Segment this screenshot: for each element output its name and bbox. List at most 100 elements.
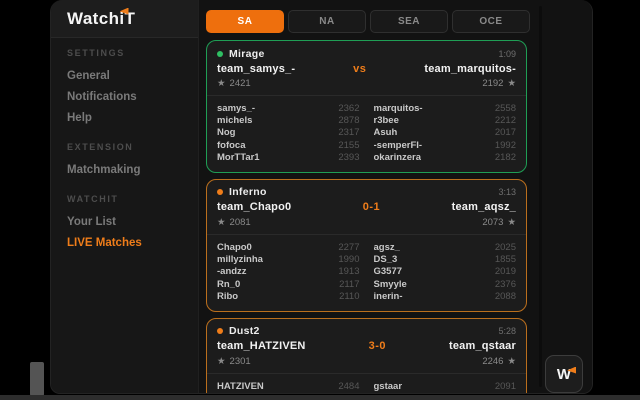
sidebar-item-notifications[interactable]: Notifications	[67, 91, 137, 103]
teams-row: team_HATZIVEN 3-0 team_qstaar	[217, 338, 516, 355]
map-name: Inferno	[229, 186, 267, 199]
map-label: Mirage	[217, 48, 265, 60]
player-elo: 2024	[338, 393, 359, 394]
player-name: Nog	[217, 127, 236, 139]
map-name: Mirage	[229, 47, 265, 60]
match-card-mirage[interactable]: Mirage 1:09 team_samys_- vs team_marquitos- ★…	[206, 40, 527, 173]
player-name: Gabotom	[374, 393, 416, 394]
player-row: G3577 2019	[374, 266, 517, 278]
bottom-edge-bar	[0, 395, 640, 400]
player-name: MorTTar1	[217, 152, 260, 164]
player-row: michels 2878	[217, 114, 360, 126]
logo-text-i: i	[119, 7, 129, 29]
players-grid: samys_- 2362 michels 2878 Nog 2317 fofoca 2155 M…	[217, 102, 516, 164]
player-row: gstaar 2091	[374, 380, 517, 392]
player-row: Smyyle 2376	[374, 278, 517, 290]
player-row: DS_3 1855	[374, 253, 517, 265]
tab-sea[interactable]: SEA	[370, 10, 448, 33]
star-icon: ★	[217, 78, 226, 89]
player-row: Ribo 2110	[217, 291, 360, 303]
match-timer: 5:28	[498, 326, 516, 337]
player-row: fofoca 2155	[217, 139, 360, 151]
widget-flag-icon	[567, 366, 577, 374]
live-status-dot-icon	[217, 189, 223, 196]
player-elo: 2628	[495, 393, 516, 394]
player-name: millyzinha	[217, 254, 263, 266]
match-card-dust2[interactable]: Dust2 5:28 team_HATZIVEN 3-0 team_qstaar ★ 230…	[206, 317, 527, 394]
map-label: Dust2	[217, 325, 260, 337]
player-elo: 2110	[339, 291, 360, 303]
rating-value: 2301	[229, 355, 251, 367]
match-header: Dust2 5:28	[217, 325, 516, 338]
player-elo: 1992	[494, 139, 516, 151]
player-elo: 2878	[338, 115, 360, 127]
logo-block: Watchi T	[51, 0, 198, 38]
sidebar-item-matchmaking[interactable]: Matchmaking	[67, 164, 141, 176]
star-icon: ★	[507, 216, 516, 228]
player-row: MorTTar1 2393	[217, 152, 360, 164]
tab-oce[interactable]: OCE	[452, 10, 530, 33]
sidebar-item-live-matches[interactable]: LIVE Matches	[67, 237, 142, 249]
sidebar-item-your-list[interactable]: Your List	[67, 216, 116, 228]
rating-value: 2192	[482, 78, 504, 89]
player-column: HATZIVEN2484mathit2024WarletaYTF2132	[217, 380, 360, 394]
player-elo: 2182	[494, 152, 516, 164]
rating-value: 2081	[229, 216, 251, 228]
player-name: Smyyle	[373, 278, 407, 290]
star-icon: ★	[217, 355, 226, 367]
player-elo: 2317	[338, 127, 360, 139]
logo-text-watch: Watch	[67, 8, 120, 28]
card-divider	[207, 372, 526, 374]
player-name: mathit	[217, 393, 246, 394]
team-rating-left: ★ 2421	[217, 78, 251, 89]
ratings-row: ★ 2421 2192 ★	[217, 77, 516, 90]
sidebar-item-general[interactable]: General	[67, 70, 110, 82]
player-elo: 2017	[494, 127, 516, 139]
player-row: agsz_ 2025	[374, 241, 517, 253]
player-name: -andzz	[217, 266, 247, 278]
player-column: agsz_ 2025 DS_3 1855 G3577 2019 Smyyle 2376 iner…	[374, 241, 517, 303]
player-row: -andzz 1913	[217, 266, 360, 278]
player-column: marquitos- 2558 r3bee 2212 Asuh 2017 -semperFI…	[374, 102, 517, 164]
player-name: Ribo	[217, 291, 239, 303]
sidebar: Watchi T SETTINGS General Notifications Help…	[51, 0, 199, 393]
player-elo: 2277	[338, 241, 360, 253]
app-window: Watchi T SETTINGS General Notifications Help…	[50, 0, 593, 394]
player-name: gstaar	[373, 380, 403, 392]
player-column: gstaar2091Gabotom2628_twentty2262	[374, 380, 517, 394]
logo-text-t: T	[124, 8, 136, 28]
player-elo: 2376	[494, 278, 516, 290]
tab-sa[interactable]: SA	[206, 10, 284, 33]
player-elo: 2484	[338, 380, 360, 392]
sidebar-nav: SETTINGS General Notifications Help EXTENSIO…	[51, 38, 198, 254]
player-column: samys_- 2362 michels 2878 Nog 2317 fofoca 2155 M…	[217, 102, 360, 164]
players-grid: HATZIVEN2484mathit2024WarletaYTF2132gsta…	[217, 380, 517, 394]
player-row: r3bee 2212	[374, 114, 517, 126]
player-name: DS_3	[373, 254, 398, 266]
teams-row: team_Chapo0 0-1 team_aqsz_	[217, 199, 516, 216]
player-name: Chapo0	[217, 241, 252, 253]
match-card-inferno[interactable]: Inferno 3:13 team_Chapo0 0-1 team_aqsz_ ★ 2081…	[206, 178, 527, 312]
card-divider	[207, 233, 526, 235]
player-name: r3bee	[373, 115, 399, 127]
match-list: Mirage 1:09 team_samys_- vs team_marquitos- ★…	[206, 40, 527, 394]
team-name-left: team_HATZIVEN	[217, 340, 306, 353]
tab-na[interactable]: NA	[288, 10, 366, 33]
player-elo: 2393	[338, 152, 360, 164]
player-row: HATZIVEN 2484	[217, 380, 360, 392]
players-grid: Chapo0 2277 millyzinha 1990 -andzz 1913 Rn_0 21…	[217, 241, 516, 303]
scrollbar[interactable]	[539, 6, 542, 387]
player-name: michels	[217, 115, 253, 127]
player-elo: 1855	[494, 254, 516, 266]
sidebar-item-help[interactable]: Help	[67, 112, 92, 124]
watchit-widget-button[interactable]: W	[545, 355, 583, 393]
player-elo: 2117	[339, 278, 360, 290]
team-name-right: team_qstaar	[448, 340, 516, 353]
player-name: -semperFI-	[373, 139, 423, 151]
player-elo: 2091	[494, 380, 516, 392]
player-elo: 2019	[494, 266, 516, 278]
live-status-dot-icon	[217, 50, 223, 57]
team-rating-right: 2073 ★	[482, 217, 516, 228]
team-name-left: team_samys_-	[217, 62, 296, 75]
